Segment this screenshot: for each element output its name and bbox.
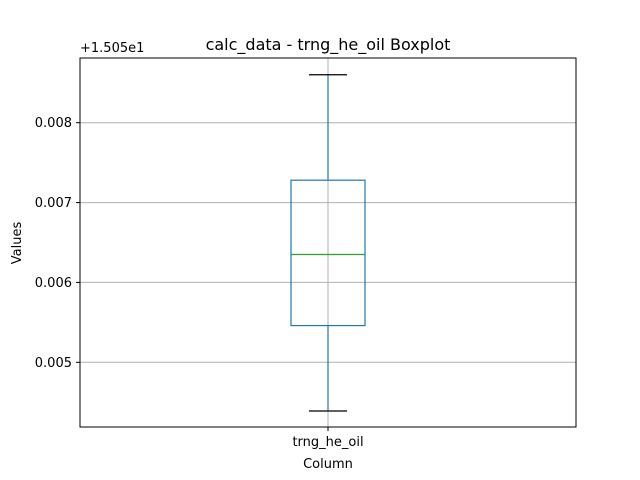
- y-tick-label: 0.007: [35, 196, 72, 211]
- y-tick-label: 0.006: [35, 276, 72, 291]
- box-group: [290, 74, 366, 412]
- x-tick-label: trng_he_oil: [292, 435, 363, 450]
- y-tick-label: 0.005: [35, 356, 72, 371]
- y-axis-label: Values: [10, 222, 25, 265]
- ticks-layer: 0.005 0.006 0.007 0.008 trng_he_oil: [35, 116, 364, 450]
- y-offset-label: +1.505e1: [80, 41, 144, 56]
- iqr-box: [290, 179, 366, 327]
- chart-title: calc_data - trng_he_oil Boxplot: [206, 35, 451, 55]
- x-axis-label: Column: [303, 457, 353, 472]
- marks-layer: [290, 74, 366, 412]
- y-tick-label: 0.008: [35, 116, 72, 131]
